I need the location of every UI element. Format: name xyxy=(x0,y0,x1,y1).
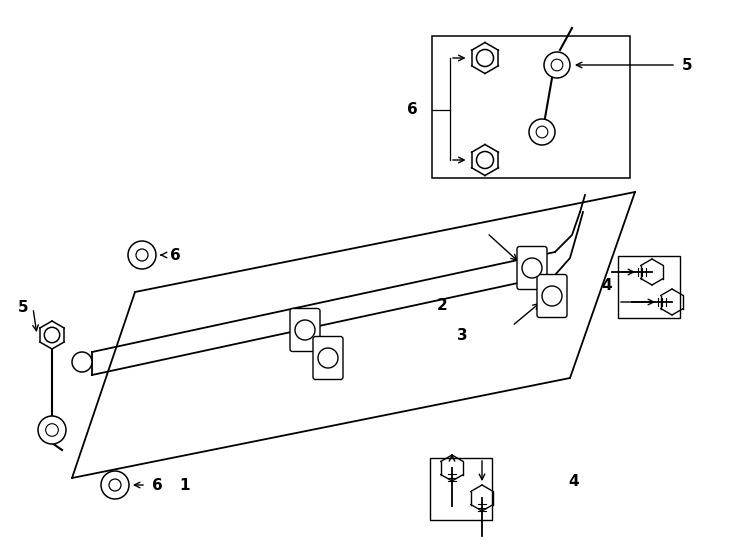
Circle shape xyxy=(44,327,59,343)
Circle shape xyxy=(529,119,555,145)
FancyBboxPatch shape xyxy=(313,336,343,380)
Circle shape xyxy=(522,258,542,278)
Text: 1: 1 xyxy=(180,477,190,492)
Text: 3: 3 xyxy=(457,327,468,342)
Circle shape xyxy=(109,479,121,491)
Text: 4: 4 xyxy=(601,278,612,293)
Circle shape xyxy=(128,241,156,269)
Circle shape xyxy=(544,52,570,78)
FancyBboxPatch shape xyxy=(517,246,547,289)
Text: 6: 6 xyxy=(407,103,418,118)
Circle shape xyxy=(38,416,66,444)
Circle shape xyxy=(101,471,129,499)
Text: 6: 6 xyxy=(170,247,181,262)
Polygon shape xyxy=(72,192,635,478)
Bar xyxy=(432,36,630,178)
Text: 5: 5 xyxy=(682,57,693,72)
Circle shape xyxy=(536,126,548,138)
Text: 6: 6 xyxy=(152,477,163,492)
Bar xyxy=(430,458,492,520)
Bar xyxy=(618,256,680,318)
Circle shape xyxy=(136,249,148,261)
Text: 4: 4 xyxy=(568,475,578,489)
Circle shape xyxy=(476,152,493,168)
Circle shape xyxy=(295,320,315,340)
FancyBboxPatch shape xyxy=(537,274,567,318)
Circle shape xyxy=(318,348,338,368)
FancyBboxPatch shape xyxy=(290,308,320,352)
Circle shape xyxy=(72,352,92,372)
Circle shape xyxy=(551,59,563,71)
Circle shape xyxy=(542,286,562,306)
Circle shape xyxy=(476,50,493,66)
Circle shape xyxy=(46,424,58,436)
Text: 5: 5 xyxy=(18,300,28,315)
Text: 2: 2 xyxy=(437,298,448,313)
